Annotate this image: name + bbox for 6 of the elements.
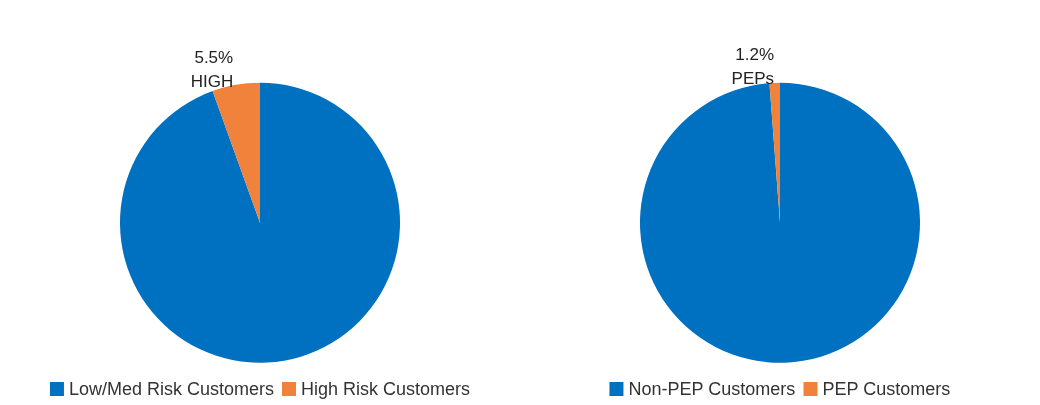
legend-label: Non-PEP Customers <box>628 379 796 399</box>
data-label: 5.5% HIGH <box>190 47 234 91</box>
legend-label: PEP Customers <box>822 379 951 399</box>
legend-label: High Risk Customers <box>301 379 471 399</box>
data-label: 1.2% PEPs <box>731 45 775 89</box>
legend-label: Low/Med Risk Customers <box>68 379 275 399</box>
